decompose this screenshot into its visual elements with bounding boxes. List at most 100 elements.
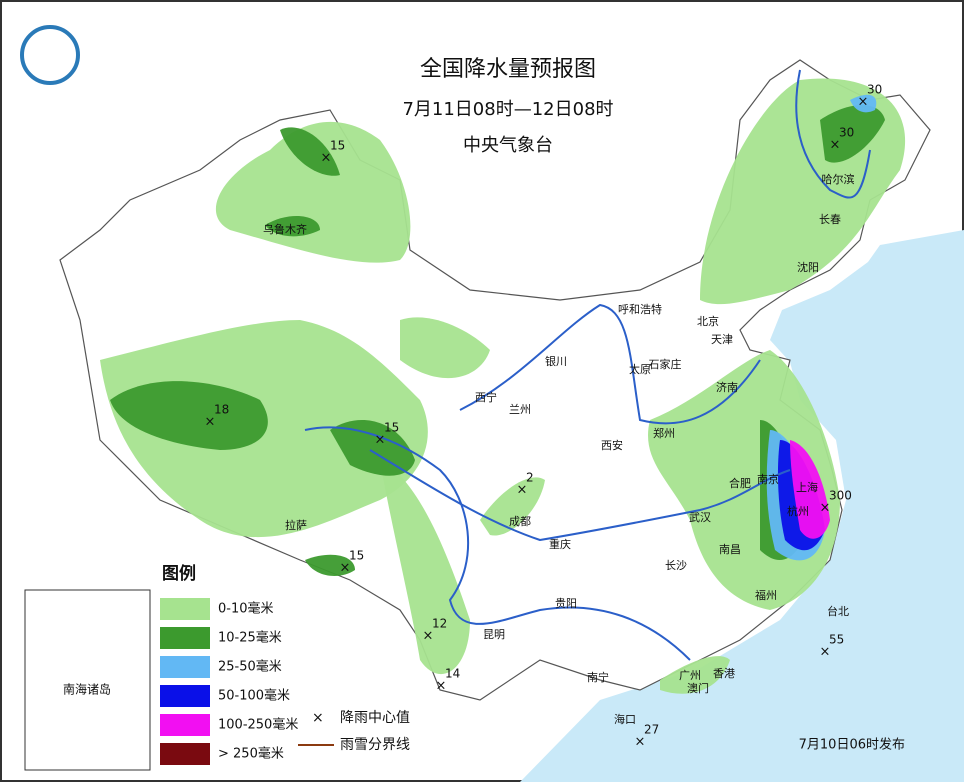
center-mark: ×: [517, 483, 528, 498]
city-label: 昆明: [483, 628, 505, 641]
legend-label: > 250毫米: [218, 746, 284, 762]
city-label: 银川: [545, 354, 567, 368]
center-value: 15: [330, 139, 345, 153]
center-value: 300: [829, 489, 852, 503]
city-label: 沈阳: [797, 260, 819, 274]
city-label: 兰州: [509, 403, 531, 416]
city-label: 南京: [757, 472, 779, 486]
center-value: 55: [829, 633, 844, 647]
rivers: [304, 69, 871, 661]
center-value: 12: [432, 617, 447, 631]
rain-area: [400, 317, 490, 379]
center-mark: ×: [205, 415, 216, 430]
legend-label: 0-10毫米: [218, 601, 274, 617]
rain-area: [790, 440, 830, 539]
city-label: 南宁: [587, 670, 609, 684]
center-value: 14: [445, 667, 460, 681]
period: 7月11日08时—12日08时: [402, 99, 613, 120]
center-mark: ×: [321, 151, 332, 166]
center-label: 降雨中心值: [340, 710, 410, 726]
legend-swatch: [160, 656, 210, 678]
rain-area: [820, 105, 885, 163]
city-label: 台北: [827, 604, 849, 618]
city-label: 杭州: [787, 504, 809, 518]
legend-label: 25-50毫米: [218, 659, 282, 675]
rain-area: [850, 94, 877, 113]
city-label: 石家庄: [649, 357, 682, 371]
river: [795, 69, 871, 199]
legend-swatch: [160, 714, 210, 736]
city-label: 呼和浩特: [618, 302, 662, 316]
city-label: 香港: [713, 667, 735, 680]
city-label: 澳门: [687, 681, 709, 695]
city-label: 太原: [629, 363, 651, 376]
inset-box: [24, 589, 151, 771]
city-label: 上海: [796, 480, 818, 494]
center-mark: ×: [436, 679, 447, 694]
footer: 7月10日06时发布: [799, 737, 905, 753]
center-value: 15: [384, 421, 399, 435]
rain-area: [660, 656, 730, 694]
center-mark: ×: [375, 433, 386, 448]
issuer: 中央气象台: [463, 135, 553, 156]
legend-swatch: [160, 627, 210, 649]
rain-area: [280, 127, 340, 176]
inset-label: 南海诸岛: [63, 682, 111, 697]
center-value: 18: [214, 403, 229, 417]
city-label: 武汉: [689, 511, 711, 524]
title: 全国降水量预报图: [420, 57, 596, 82]
center-mark: ×: [340, 561, 351, 576]
city-label: 郑州: [653, 426, 675, 440]
center-symbol: ×: [312, 710, 324, 726]
boundary-label: 雨雪分界线: [340, 737, 410, 753]
city-label: 长沙: [665, 559, 687, 572]
city-label: 贵阳: [555, 597, 577, 610]
center-mark: ×: [820, 501, 831, 516]
center-mark: ×: [830, 138, 841, 153]
city-label: 南昌: [719, 543, 741, 556]
legend-label: 100-250毫米: [218, 717, 298, 733]
city-label: 广州: [679, 669, 701, 682]
rain-area: [265, 215, 320, 237]
river: [304, 426, 691, 661]
city-label: 西安: [601, 438, 623, 452]
center-value: 27: [644, 723, 659, 737]
city-label: 北京: [697, 314, 719, 328]
legend-swatch: [160, 598, 210, 620]
center-value: 15: [349, 549, 364, 563]
rain-area: [305, 554, 355, 576]
legend-label: 10-25毫米: [218, 630, 282, 646]
center-mark: ×: [423, 629, 434, 644]
legend-swatch: [160, 743, 210, 765]
legend-label: 50-100毫米: [218, 688, 290, 704]
rain-area: [380, 460, 470, 675]
city-label: 海口: [614, 712, 636, 726]
rain-area: [330, 420, 415, 476]
city-label: 济南: [716, 380, 738, 394]
rain-area: [110, 381, 268, 450]
logo: [20, 25, 80, 85]
city-label: 成都: [509, 515, 531, 528]
center-mark: ×: [635, 735, 646, 750]
city-label: 重庆: [549, 537, 571, 551]
rain-area: [215, 121, 411, 263]
city-label: 福州: [755, 588, 777, 602]
center-value: 30: [839, 126, 854, 140]
sea: [520, 230, 964, 782]
legend-swatch: [160, 685, 210, 707]
river: [369, 449, 791, 542]
center-value: 30: [867, 83, 882, 97]
center-mark: ×: [858, 95, 869, 110]
city-label: 西宁: [475, 390, 497, 404]
city-label: 天津: [711, 333, 733, 346]
city-label: 乌鲁木齐: [263, 222, 307, 236]
center-mark: ×: [820, 645, 831, 660]
city-label: 拉萨: [285, 518, 307, 532]
city-label: 哈尔滨: [822, 172, 855, 186]
river: [459, 303, 761, 425]
city-label: 合肥: [729, 476, 751, 490]
rain-area: [480, 477, 545, 536]
center-value: 2: [526, 471, 534, 485]
city-label: 长春: [819, 213, 841, 226]
